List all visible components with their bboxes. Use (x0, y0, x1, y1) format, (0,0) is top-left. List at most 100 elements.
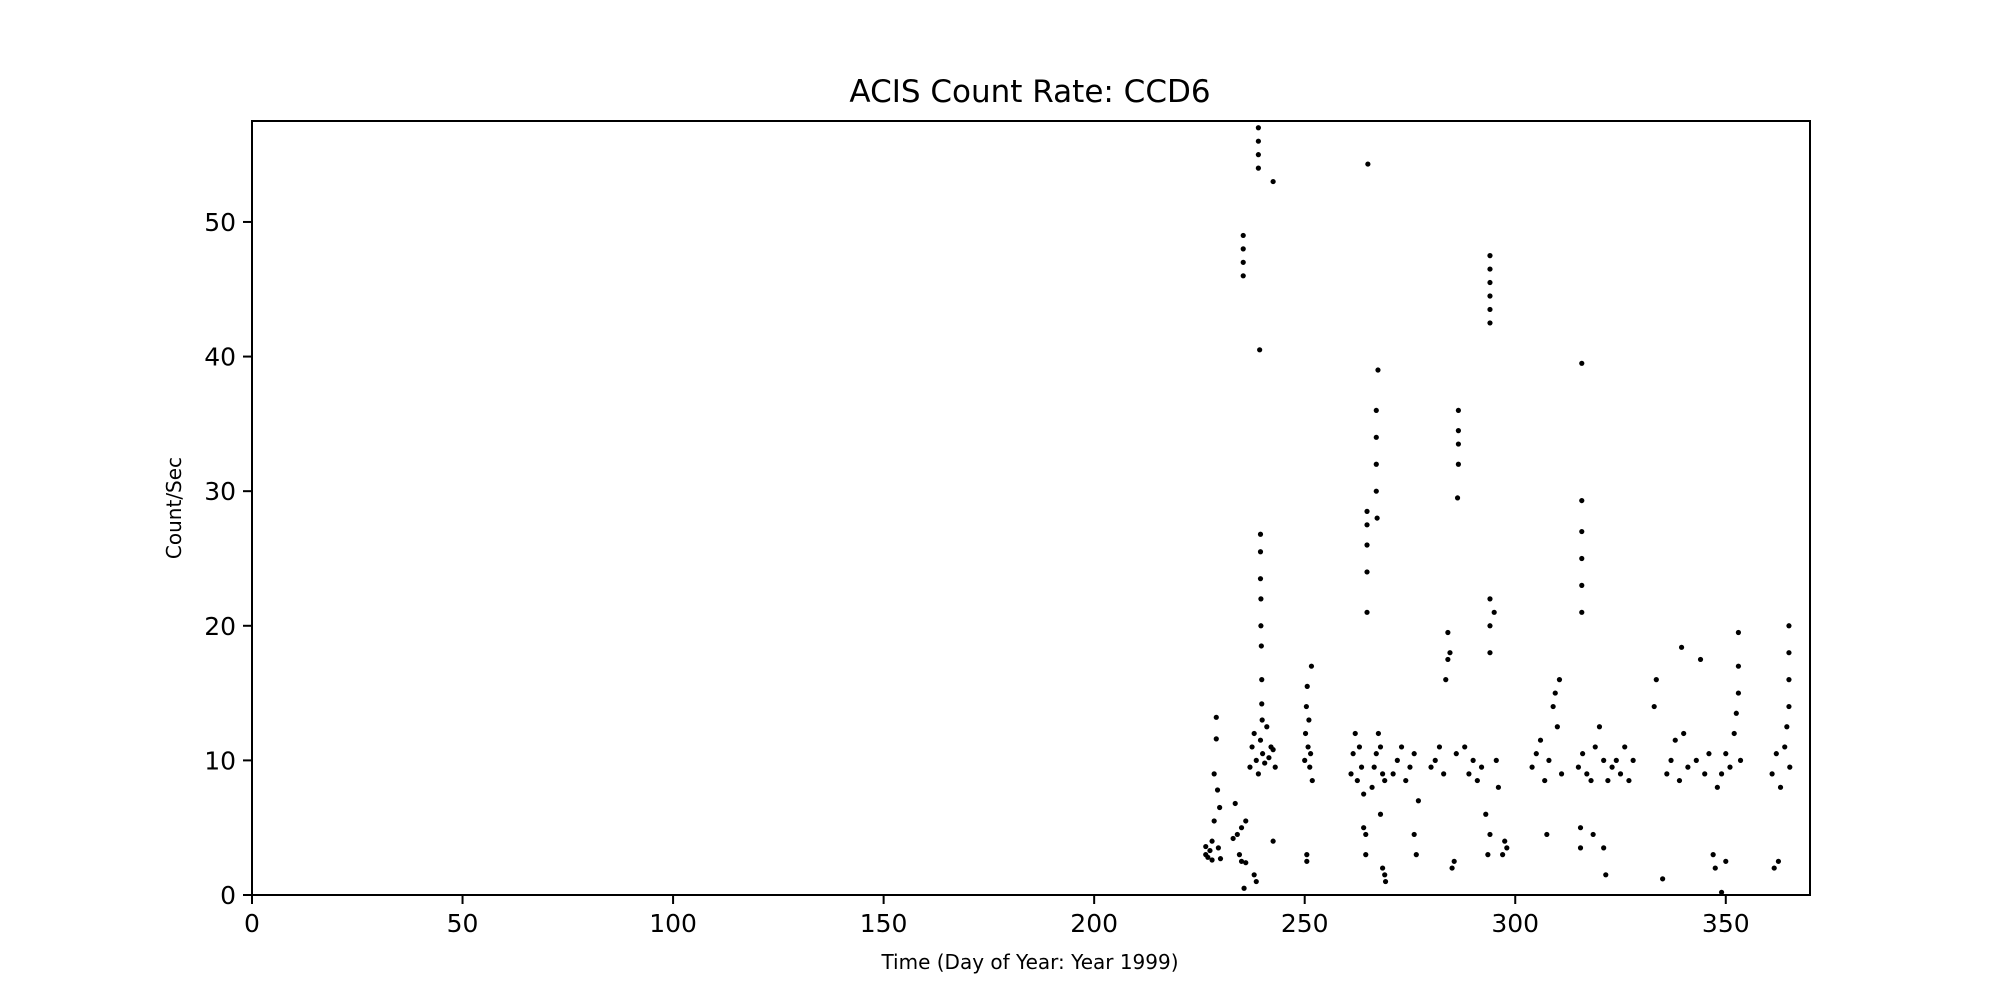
data-point (1609, 764, 1615, 770)
data-point (1577, 825, 1584, 831)
data-point (1577, 845, 1584, 851)
data-point (1377, 744, 1384, 750)
data-point (1240, 246, 1246, 252)
y-axis-label: Count/Sec (162, 457, 186, 559)
data-point (1733, 710, 1739, 716)
data-point (1718, 771, 1725, 777)
data-point (1270, 178, 1276, 185)
data-point (1554, 724, 1560, 730)
x-tick-label: 250 (1281, 909, 1329, 938)
data-point (1217, 804, 1223, 811)
data-point (1453, 751, 1459, 757)
data-point (1432, 757, 1438, 763)
data-point (1786, 677, 1792, 683)
data-point (1487, 279, 1493, 286)
data-point (1257, 531, 1264, 537)
data-point (1712, 865, 1718, 871)
data-point (1258, 643, 1264, 649)
data-point (1681, 730, 1687, 737)
data-point (1556, 677, 1563, 683)
data-point (1441, 771, 1447, 777)
data-point (1253, 878, 1259, 885)
data-point (1398, 744, 1405, 750)
data-point (1487, 293, 1493, 299)
data-point (1264, 724, 1270, 730)
data-point (1672, 737, 1678, 743)
data-point (1470, 757, 1476, 763)
data-point (1217, 856, 1224, 862)
data-point (1502, 838, 1508, 844)
data-point (1243, 818, 1249, 824)
data-point (1382, 878, 1389, 885)
data-point (1307, 764, 1313, 770)
data-point (1304, 858, 1310, 864)
data-point (1358, 764, 1365, 770)
data-point (1455, 461, 1461, 467)
data-point (1253, 757, 1259, 763)
data-point (1304, 852, 1310, 858)
y-tick-label: 50 (204, 208, 236, 237)
data-point (1214, 787, 1221, 793)
data-point (1601, 845, 1607, 851)
data-point (1782, 744, 1788, 750)
data-point (1773, 751, 1779, 757)
data-point (1305, 744, 1311, 750)
data-point (1685, 764, 1691, 770)
data-point (1348, 771, 1354, 777)
data-point (1579, 582, 1585, 589)
data-point (1483, 811, 1489, 817)
data-point (1373, 751, 1379, 757)
data-point (1787, 764, 1793, 770)
data-point (1255, 165, 1261, 171)
data-point (1579, 360, 1585, 366)
y-axis-ticks: 0 10 20 30 40 50 (204, 208, 252, 910)
data-point (1394, 757, 1400, 763)
data-point (1552, 690, 1558, 696)
data-point (1660, 876, 1666, 882)
data-point (1350, 751, 1356, 757)
x-tick-label: 200 (1070, 909, 1118, 938)
data-point (1462, 744, 1468, 750)
data-point (1775, 858, 1782, 864)
data-point (1363, 852, 1369, 858)
data-point (1262, 760, 1268, 766)
data-point (1466, 771, 1472, 777)
data-point (1454, 495, 1461, 501)
data-point (1364, 522, 1370, 528)
data-point (1255, 138, 1261, 144)
data-point (1584, 771, 1590, 777)
data-point (1575, 764, 1582, 770)
data-point (1487, 831, 1493, 838)
data-point (1257, 576, 1264, 582)
x-axis-ticks: 0 50 100 150 200 250 300 350 (244, 895, 1750, 938)
data-point (1449, 865, 1455, 871)
data-point (1579, 609, 1585, 615)
data-point (1373, 461, 1379, 467)
data-point (1249, 744, 1255, 750)
data-point (1537, 737, 1544, 743)
data-point (1546, 757, 1552, 763)
data-point (1307, 751, 1314, 757)
data-point (1375, 730, 1381, 737)
data-point (1373, 488, 1379, 494)
data-point (1487, 266, 1493, 272)
x-tick-label: 150 (860, 909, 908, 938)
data-point (1215, 845, 1221, 851)
data-point (1232, 800, 1238, 807)
y-tick-label: 30 (204, 477, 236, 506)
data-point (1580, 751, 1586, 757)
data-point (1697, 656, 1704, 663)
data-point (1626, 777, 1632, 784)
x-axis-label: Time (Day of Year: Year 1999) (880, 950, 1178, 974)
data-point (1771, 865, 1777, 871)
data-point (1653, 677, 1659, 683)
data-point (1303, 703, 1309, 710)
data-point (1411, 751, 1417, 757)
chart-title: ACIS Count Rate: CCD6 (849, 74, 1210, 110)
data-point (1706, 751, 1712, 757)
data-point (1710, 852, 1716, 858)
data-point (1302, 757, 1308, 763)
data-point (1213, 736, 1219, 742)
data-point (1243, 860, 1249, 866)
data-point (1374, 515, 1380, 521)
